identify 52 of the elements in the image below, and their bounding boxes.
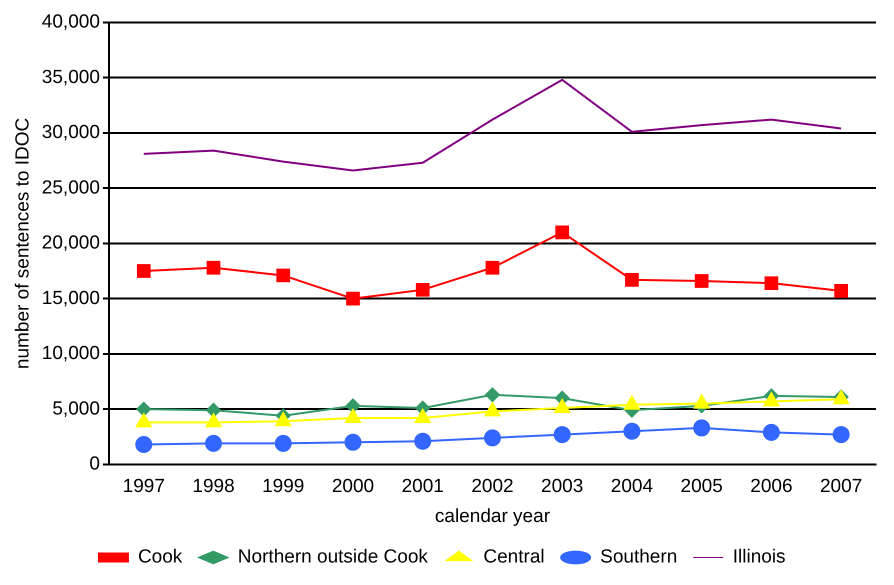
legend-label: Southern (600, 546, 678, 568)
x-tick-label: 2001 (402, 476, 444, 498)
point (205, 434, 222, 452)
point (554, 426, 571, 444)
x-tick-label: 1997 (122, 476, 165, 498)
point (486, 260, 500, 275)
point (136, 264, 151, 278)
legend-label: Cook (138, 546, 183, 568)
y-tick-label: 5,000 (52, 398, 100, 420)
x-tick-label: 1998 (192, 476, 235, 498)
x-tick-label: 2004 (610, 476, 654, 498)
point (274, 434, 292, 452)
point (346, 292, 360, 306)
point (762, 424, 780, 441)
point (135, 436, 152, 454)
y-tick-label: 10,000 (42, 343, 100, 364)
y-tick-label: 20,000 (42, 232, 100, 254)
x-tick-label: 2002 (471, 476, 514, 498)
point (834, 284, 848, 298)
y-tick-label: 30,000 (42, 122, 100, 144)
point (484, 429, 501, 446)
legend-label: Central (483, 546, 545, 568)
x-tick-label: 2007 (820, 476, 862, 498)
point (693, 419, 710, 436)
x-tick-label: 2000 (332, 476, 374, 498)
x-tick-label: 2006 (750, 476, 793, 498)
point (764, 276, 778, 290)
x-tick-label: 2005 (680, 476, 723, 498)
point (136, 402, 152, 417)
point (414, 432, 432, 450)
point (555, 225, 570, 240)
point (623, 422, 640, 440)
y-axis-title: number of sentences to IDOC (12, 118, 34, 370)
point (345, 398, 360, 414)
point (206, 260, 220, 275)
x-tick-label: 1999 (262, 476, 304, 498)
legend-label: Northern outside Cook (238, 546, 428, 568)
y-tick-label: 0 (89, 454, 100, 475)
legend-label: Illinois (732, 546, 786, 568)
x-tick-label: 2003 (541, 476, 584, 498)
point (276, 268, 290, 282)
y-tick-label: 25,000 (42, 177, 100, 198)
point (832, 426, 850, 444)
y-tick-label: 40,000 (42, 12, 100, 33)
point (344, 434, 362, 451)
point (416, 282, 430, 297)
point (694, 274, 709, 288)
point (625, 273, 639, 287)
y-tick-label: 15,000 (42, 288, 100, 309)
point (484, 387, 500, 402)
y-tick-label: 35,000 (42, 66, 100, 88)
x-axis-title: calendar year (434, 506, 551, 527)
